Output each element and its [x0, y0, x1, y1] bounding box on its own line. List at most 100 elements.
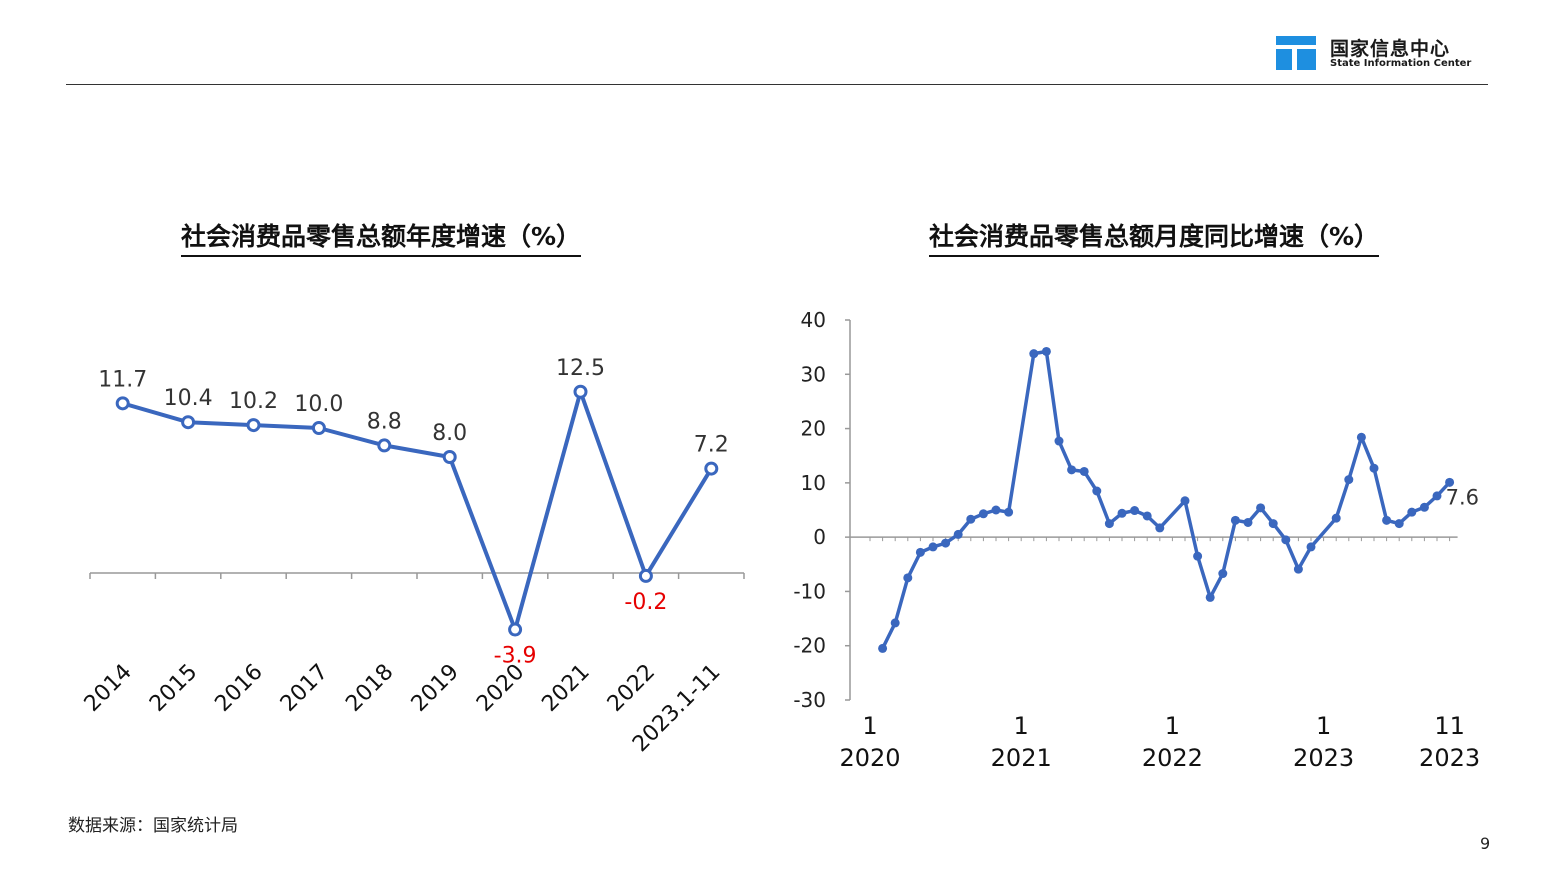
x-tick-month-label: 1: [1316, 712, 1331, 740]
data-point: [1054, 436, 1064, 446]
data-point: [1382, 515, 1392, 525]
data-point: [1117, 508, 1127, 518]
page-number: 9: [1480, 834, 1491, 853]
data-point: [878, 643, 888, 653]
data-point: [1369, 463, 1379, 473]
data-point: [1155, 523, 1165, 533]
data-point: [1407, 507, 1417, 517]
y-tick-label: 30: [801, 362, 826, 386]
data-point: [115, 396, 130, 411]
data-point: [1205, 592, 1215, 602]
data-point: [903, 573, 913, 583]
data-label: 8.8: [367, 409, 402, 434]
data-point: [573, 384, 588, 399]
data-point: [1281, 535, 1291, 545]
data-point: [928, 542, 938, 552]
data-point: [508, 622, 523, 637]
monthly-growth-line-chart: 40 30 20 10 0 -10 -20 -30 7.6 1 2020 1 2021 1 2022 1 202…: [793, 308, 1480, 772]
end-value-label: 7.6: [1446, 485, 1479, 509]
y-tick-label: 10: [801, 471, 826, 495]
data-point: [1445, 477, 1455, 487]
y-tick-label: 0: [813, 525, 826, 549]
annual-growth-series-line: [122, 389, 714, 632]
data-point: [991, 505, 1001, 515]
data-point: [1268, 519, 1278, 529]
data-point: [1142, 511, 1152, 521]
data-point: [1041, 346, 1051, 356]
logo-english-text: State Information Center: [1330, 58, 1472, 69]
x-tick-year-label: 2022: [1142, 744, 1203, 772]
data-point: [941, 538, 951, 548]
annual-growth-line-chart: 11.7 10.4 10.2 10.0 8.8 8.0 -3.9 12.5 -0.2 7.2 201…: [80, 356, 745, 757]
annual-growth-chart-title: 社会消费品零售总额年度增速（%）: [181, 217, 582, 257]
data-point: [704, 461, 719, 476]
y-tick-label: 20: [801, 417, 826, 441]
y-tick-label: -30: [793, 688, 826, 712]
x-tick-month-label: 1: [862, 712, 877, 740]
x-tick-month-label: 11: [1434, 712, 1465, 740]
data-point: [953, 529, 963, 539]
data-point: [1293, 564, 1303, 574]
data-point: [638, 568, 653, 583]
data-point: [181, 415, 196, 430]
x-tick-year-label: 2023: [1419, 744, 1480, 772]
data-point: [1104, 519, 1114, 529]
data-label: 10.0: [294, 392, 343, 417]
data-point: [1306, 542, 1316, 552]
data-label: 10.2: [229, 389, 278, 414]
x-tick-month-label: 1: [1014, 712, 1029, 740]
data-point: [377, 438, 392, 453]
data-point: [246, 418, 261, 433]
data-point: [1193, 551, 1203, 561]
y-tick-label: -10: [793, 579, 826, 603]
data-point: [1130, 506, 1140, 516]
data-point: [1394, 519, 1404, 529]
x-tick-month-label: 1: [1165, 712, 1180, 740]
category-label: 2015: [145, 660, 202, 717]
data-point: [442, 450, 457, 464]
category-label: 2019: [407, 660, 464, 717]
data-point: [1004, 507, 1014, 517]
state-information-center-logo: 国家信息中心 State Information Center: [1276, 34, 1491, 74]
data-point: [1356, 432, 1366, 442]
monthly-growth-series-line: [881, 349, 1451, 650]
data-label: 12.5: [556, 356, 605, 381]
y-tick-label: 40: [801, 308, 826, 332]
category-label: 2017: [276, 660, 333, 717]
x-tick-year-label: 2020: [839, 744, 900, 772]
logo-mark-icon: [1276, 36, 1316, 70]
data-source-note: 数据来源：国家统计局: [68, 816, 238, 836]
y-tick-label: -20: [793, 634, 826, 658]
data-point: [915, 547, 925, 557]
monthly-growth-chart-title: 社会消费品零售总额月度同比增速（%）: [929, 217, 1380, 257]
category-label: 2022: [603, 660, 660, 717]
data-point: [1419, 502, 1429, 512]
data-point: [1432, 491, 1442, 501]
data-point: [1256, 503, 1266, 513]
data-point: [1180, 496, 1190, 506]
data-label: 8.0: [432, 421, 467, 446]
data-point: [1029, 349, 1039, 359]
data-point: [1092, 486, 1102, 496]
x-tick-year-label: 2021: [991, 744, 1052, 772]
data-point: [311, 421, 326, 435]
data-point: [1079, 466, 1089, 476]
header-divider: [66, 84, 1488, 85]
data-label: 7.2: [694, 433, 729, 458]
data-label: -3.9: [494, 644, 537, 669]
category-label: 2018: [341, 660, 398, 717]
data-label: -0.2: [624, 590, 667, 615]
data-point: [890, 618, 900, 628]
data-point: [966, 514, 976, 524]
category-label: 2016: [210, 660, 267, 717]
data-label: 11.7: [98, 367, 147, 392]
x-tick-year-label: 2023: [1293, 744, 1354, 772]
data-point: [1331, 513, 1341, 523]
data-point: [1344, 475, 1354, 485]
data-point: [1218, 569, 1228, 579]
data-point: [1230, 515, 1240, 525]
data-label: 10.4: [164, 386, 213, 411]
category-label: 2021: [537, 660, 594, 717]
logo-chinese-text: 国家信息中心: [1330, 38, 1451, 60]
category-label: 2014: [80, 660, 137, 717]
